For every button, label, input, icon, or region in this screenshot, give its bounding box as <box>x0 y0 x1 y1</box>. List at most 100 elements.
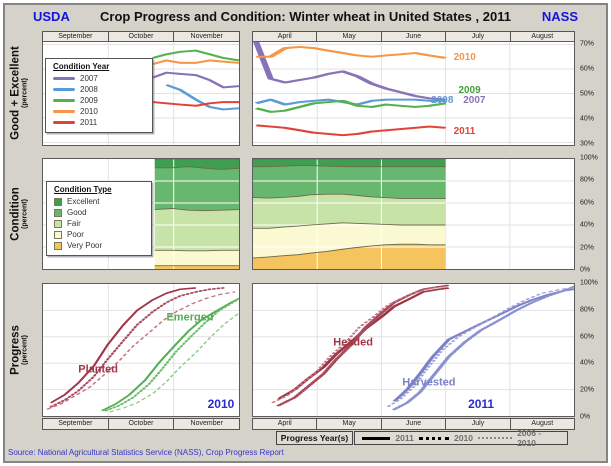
y-axis-tick-20: 20% <box>580 386 595 394</box>
month-label-august: August <box>531 33 554 40</box>
annotation-2010: 2010 <box>207 397 235 412</box>
series-2008 <box>165 84 239 111</box>
y-axis-tick-20: 20% <box>580 244 595 252</box>
annotation-2008: 2008 <box>431 95 454 107</box>
good-excellent-spring-plot-wrap <box>253 42 574 145</box>
progress-fall-plot <box>43 284 239 416</box>
band-good <box>253 165 446 199</box>
annotation-2009: 2009 <box>458 85 481 97</box>
band-excellent <box>154 159 239 170</box>
month-label-october: October <box>109 419 175 429</box>
legend-line-swatch <box>53 99 75 102</box>
month-label-june: June <box>382 32 447 41</box>
progress-fall-plot-wrap <box>43 284 239 416</box>
y-axis-tick-60: 60% <box>580 65 595 72</box>
y-axis-tick-0: 0% <box>580 266 591 274</box>
legend-item-poor: Poor <box>54 229 144 240</box>
condition-type-legend-items: Excellent Good Fair Poor Very Poor <box>54 196 144 251</box>
y-axis-tick-70: 70% <box>580 40 595 47</box>
annotation-2007: 2007 <box>463 95 486 107</box>
series-emerged-2011 <box>101 297 239 412</box>
series-planted-2006-2010 <box>46 291 236 410</box>
row-label-sub: (percent) <box>21 199 29 229</box>
series-emerged-2006-2010 <box>109 312 239 413</box>
legend-item-2007: 2007 <box>53 73 145 84</box>
band-very-poor <box>253 244 446 269</box>
legend-item-label: 2008 <box>80 85 98 94</box>
legend-item-label: Very Poor <box>67 241 103 250</box>
series-2009 <box>254 99 447 113</box>
y-axis-progress: 100% 80% 60% 40% 20% 0% <box>577 279 609 421</box>
y-axis-tick-40: 40% <box>580 359 595 367</box>
row-label-text: Good + Excellent <box>9 46 22 140</box>
row-label-text: Progress <box>9 325 22 375</box>
legend-line-swatch <box>53 121 75 124</box>
series-2011 <box>255 124 447 137</box>
band-very-poor <box>154 265 239 269</box>
series-2007 <box>253 42 447 101</box>
row-label-condition: Condition (percent) <box>10 187 29 241</box>
legend-item-fair: Fair <box>54 218 144 229</box>
month-label-august: August <box>531 420 554 427</box>
condition-type-legend: Condition Type Excellent Good Fair Poor Very… <box>46 181 152 256</box>
y-axis-tick-60: 60% <box>580 199 595 207</box>
legend-square-swatch <box>54 241 62 250</box>
progress-legend-label-2010: 2010 <box>454 433 474 443</box>
condition-year-legend-title: Condition Year <box>53 62 110 71</box>
legend-square-swatch <box>54 208 62 217</box>
y-axis-tick-40: 40% <box>580 221 595 229</box>
legend-item-label: Fair <box>67 219 81 228</box>
y-axis-condition: 100% 80% 60% 40% 20% 0% <box>577 154 609 274</box>
legend-square-swatch <box>54 197 62 206</box>
y-axis-tick-100: 100% <box>580 154 598 162</box>
legend-item-excellent: Excellent <box>54 196 144 207</box>
annotation-2010: 2010 <box>453 51 476 63</box>
legend-item-2008: 2008 <box>53 84 145 95</box>
band-poor <box>154 250 239 266</box>
condition-type-legend-title: Condition Type <box>54 185 112 194</box>
legend-square-swatch <box>54 219 62 228</box>
annotation-2011: 2011 <box>468 397 495 412</box>
series-2010 <box>256 45 447 59</box>
condition-spring-plot-wrap <box>253 159 574 269</box>
band-fair <box>154 208 239 251</box>
y-axis-tick-100: 100% <box>580 279 598 287</box>
series-headed-2006-2010 <box>271 286 446 404</box>
band-good <box>154 166 239 211</box>
legend-item-label: 2007 <box>80 74 98 83</box>
progress-legend-label-2006-2010: 2006 - 2010 <box>517 428 542 448</box>
series-harvested-2006-2010 <box>386 287 574 408</box>
month-label-november: November <box>190 33 223 40</box>
condition-year-legend-items: 2007 2008 2009 2010 2011 <box>53 73 145 128</box>
progress-spring-plot-wrap <box>253 284 574 416</box>
series-2009 <box>151 49 239 62</box>
legend-item-label: Poor <box>67 230 84 239</box>
row-label-text: Condition <box>9 187 22 241</box>
legend-item-label: Good <box>67 208 87 217</box>
progress-legend-label-2011: 2011 <box>395 433 414 443</box>
legend-item-label: 2011 <box>80 118 98 127</box>
legend-item-very-poor: Very Poor <box>54 240 144 251</box>
progress-legend-items: 2011 2010 2006 - 2010 <box>354 428 568 448</box>
condition-fall-plot <box>43 159 239 269</box>
legend-square-swatch <box>54 230 62 239</box>
month-label-september: September <box>43 419 109 429</box>
nass-logo-text: NASS <box>541 9 578 24</box>
legend-line-swatch <box>53 77 75 80</box>
legend-item-good: Good <box>54 207 144 218</box>
progress-legend-solid-sample <box>362 436 391 440</box>
legend-item-label: 2009 <box>80 96 98 105</box>
annotation-emerged: Emerged <box>166 311 214 324</box>
annotation-headed: Headed <box>333 336 373 349</box>
panel-good-excellent-spring: 2010 2009 2008 2007 2011 <box>252 41 575 146</box>
month-label-june: June <box>382 419 447 429</box>
series-headed-2010 <box>276 284 451 407</box>
y-axis-good-excellent: 70% 60% 50% 40% 30% <box>577 40 609 147</box>
band-poor <box>253 222 446 258</box>
legend-item-label: Excellent <box>67 197 100 206</box>
month-axis-bottom-left: September October November <box>42 418 240 430</box>
y-axis-tick-60: 60% <box>580 333 595 341</box>
row-label-sub: (percent) <box>21 78 29 108</box>
y-axis-tick-80: 80% <box>580 176 595 184</box>
month-label-september: September <box>43 32 109 41</box>
